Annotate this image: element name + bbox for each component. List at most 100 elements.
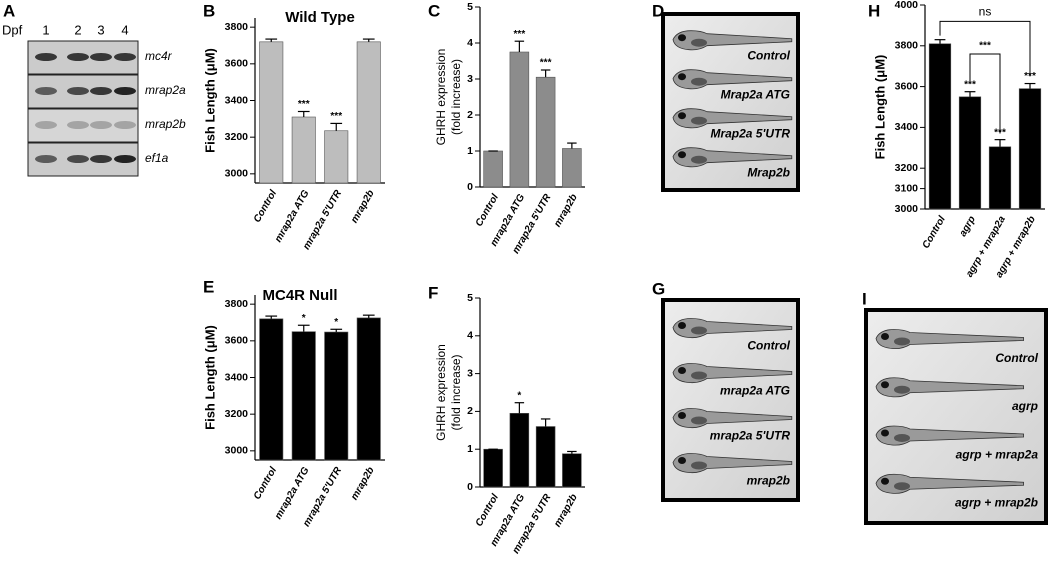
significance: *** [1024,71,1036,82]
y-tick-label: 2 [467,405,473,417]
bar [483,150,503,188]
gel-band [67,53,89,61]
fish-eye [881,477,889,485]
fish-eye [678,73,686,81]
bar [324,331,349,461]
image-label: Control [747,48,790,62]
fish-eye [678,151,686,159]
gel-band [114,53,136,61]
y-tick-label: 4 [467,330,473,342]
x-tick-label: Control [252,188,279,224]
error-bar [330,328,343,333]
y-tick-label: 3400 [225,371,249,383]
fish-yolk [691,155,707,164]
fish [875,377,1024,398]
chart-title: Wild Type [285,9,355,26]
fish-eye [678,34,686,42]
panel-letter: I [862,289,867,308]
fish-eye [678,412,686,419]
y-tick-label: 4000 [895,0,919,11]
gel-band [35,155,57,163]
significance: *** [540,58,552,69]
error-bar [1024,82,1036,89]
y-axis-label: GHRH expression [434,344,448,441]
y-tick-label: 3200 [225,408,249,420]
bar [356,41,381,184]
error-bar [514,402,525,414]
error-bar [265,315,278,319]
error-bar [297,324,310,332]
y-tick-label: 3100 [895,182,919,194]
significance: * [517,390,521,401]
bar [958,96,982,210]
y-tick-label: 1 [467,145,473,157]
image-label: mrap2a 5'UTR [710,429,791,443]
y-tick-label: 3 [467,73,473,85]
x-tick-label: Control [921,214,948,250]
panel-letter: F [428,283,438,302]
image-label: Mrap2a 5'UTR [710,126,790,140]
bar [259,318,284,461]
bar [291,116,316,184]
gel-band [35,121,57,129]
x-tick-label: mrap2b [349,465,377,502]
lane-label: 2 [74,22,81,37]
fish-yolk [691,371,707,380]
error-bar [540,418,551,427]
x-tick-label: mrap2b [552,492,580,529]
bar [291,331,316,461]
image-label: mrap2b [747,474,790,488]
panel-letter: E [203,277,214,296]
image-label: mrap2a ATG [720,384,790,398]
fish [875,425,1024,446]
y-tick-label: 3600 [225,58,249,70]
fish-yolk [894,385,910,394]
error-bar [362,38,375,42]
fish-eye [881,381,889,389]
error-bar [362,314,375,318]
y-axis-label: Fish Length (μM) [202,48,217,153]
y-axis-label: Fish Length (μM) [202,325,217,430]
bar [483,448,503,488]
fish [875,329,1024,350]
y-tick-label: 3 [467,367,473,379]
gel-band [67,121,89,129]
y-tick-label: 3600 [895,80,919,92]
fish-yolk [894,482,910,491]
gel-band [114,87,136,95]
bar [562,453,582,488]
y-tick-label: 5 [467,1,473,13]
gene-label: mrap2b [145,117,186,131]
fish-eye [678,322,686,329]
image-label: Mrap2b [747,165,790,179]
fish-eye [881,429,889,437]
y-axis-label: Fish Length (μM) [872,55,887,160]
image-label: Control [995,351,1038,365]
error-bar [265,38,278,42]
significance: *** [964,79,976,90]
y-tick-label: 5 [467,292,473,304]
y-tick-label: 3600 [225,335,249,347]
bracket-label: ns [979,4,992,18]
fish-yolk [691,77,707,86]
bar [356,317,381,461]
y-tick-label: 3000 [225,168,249,180]
x-tick-label: mrap2b [552,192,580,229]
bar [535,76,556,188]
gel-band [114,155,136,163]
error-bar [514,40,525,52]
image-label: agrp + mrap2a [956,447,1039,461]
gel-band [67,87,89,95]
x-tick-label: mrap2a ATG [273,188,312,244]
bar [1018,88,1042,210]
fish-yolk [894,433,910,442]
y-axis-label: (fold increase) [449,354,463,430]
bracket-label: *** [979,40,991,51]
gene-label: mc4r [145,49,173,63]
bracket [939,20,1031,77]
lane-label: 1 [42,22,49,37]
fish-eye [678,367,686,374]
error-bar [297,110,310,117]
gel-band [90,87,112,95]
